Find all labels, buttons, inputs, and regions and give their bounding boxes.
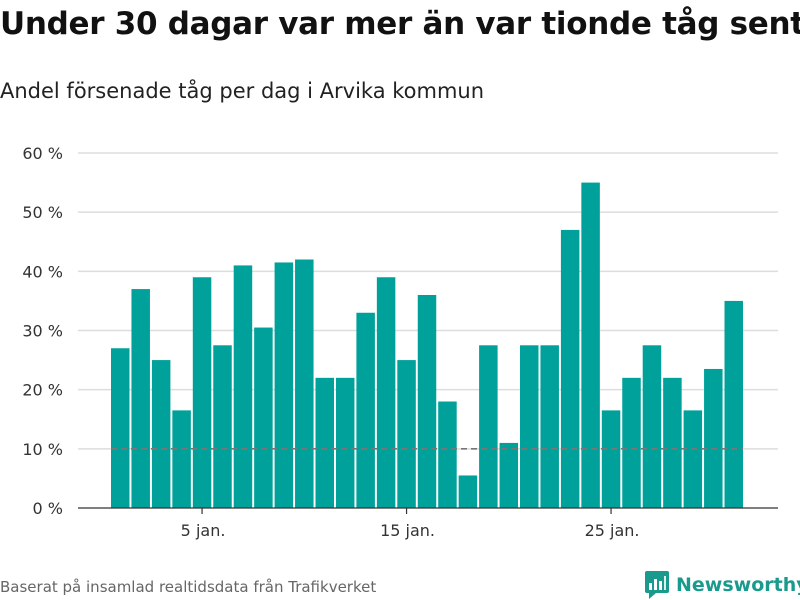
bar: [704, 368, 723, 508]
x-tick-label: 5 jan.: [181, 521, 226, 540]
bar: [295, 259, 314, 508]
bar: [479, 345, 498, 508]
bar: [663, 377, 682, 508]
bar: [192, 277, 212, 508]
bar: [581, 182, 600, 509]
bar: [642, 345, 662, 508]
bar: [438, 401, 457, 508]
y-tick-label: 60 %: [22, 144, 63, 163]
bar: [560, 229, 580, 508]
bar: [151, 360, 171, 508]
bar: [356, 312, 375, 508]
chart-title: Under 30 dagar var mer än var tionde tåg…: [0, 6, 800, 42]
bar: [540, 345, 559, 508]
bar: [172, 410, 191, 508]
bar: [622, 377, 641, 508]
bar: [724, 300, 743, 508]
x-tick-label: 25 jan.: [585, 521, 640, 540]
bar: [683, 410, 703, 508]
y-tick-label: 40 %: [22, 262, 63, 281]
bar: [335, 377, 355, 508]
bar: [131, 289, 150, 508]
y-tick-label: 30 %: [22, 322, 63, 341]
y-tick-label: 50 %: [22, 203, 63, 222]
bar: [233, 265, 253, 508]
bar: [315, 377, 334, 508]
brand-name: Newsworthy: [676, 574, 800, 596]
bar: [417, 295, 437, 508]
x-tick-label: 15 jan.: [380, 521, 435, 540]
x-axis: 5 jan. 15 jan. 25 jan.: [78, 507, 778, 540]
brand-logo[interactable]: Newsworthy: [644, 570, 800, 600]
bar: [274, 262, 294, 508]
bar: [254, 327, 273, 508]
bar: [213, 345, 232, 508]
bar: [397, 360, 416, 508]
y-axis-labels: 0 % 10 % 20 % 30 % 40 % 50 % 60 %: [22, 144, 63, 518]
bar: [111, 348, 130, 508]
bar: [458, 475, 478, 508]
y-tick-label: 10 %: [22, 440, 63, 459]
source-note: Baserat på insamlad realtidsdata från Tr…: [0, 578, 377, 596]
y-tick-label: 20 %: [22, 381, 63, 400]
bar: [499, 442, 519, 508]
bar: [601, 410, 621, 508]
newsworthy-logo-icon: [645, 571, 669, 599]
bar: [376, 277, 396, 508]
chart-subtitle: Andel försenade tåg per dag i Arvika kom…: [0, 79, 485, 103]
bars: [111, 182, 743, 509]
y-tick-label: 0 %: [33, 499, 63, 518]
bar: [520, 345, 539, 508]
